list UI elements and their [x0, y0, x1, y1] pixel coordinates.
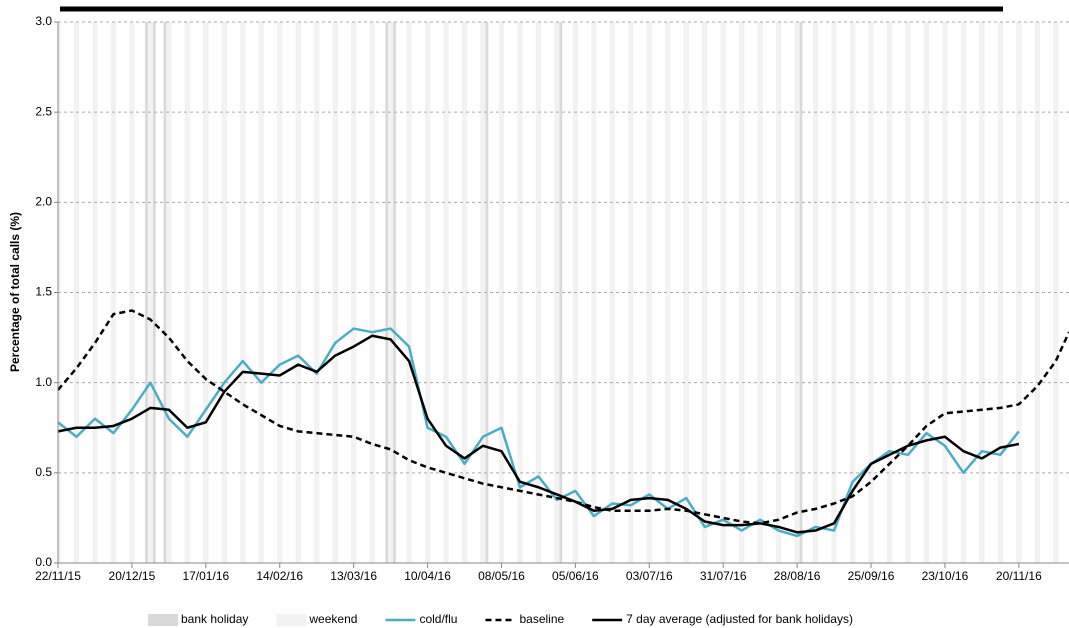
legend-label: weekend [308, 612, 357, 626]
bank-holiday-band [559, 22, 563, 563]
series-line [57, 309, 1069, 525]
grid [58, 21, 1069, 474]
weekend-band [277, 22, 280, 563]
x-tick-label: 20/11/16 [996, 569, 1042, 583]
y-tick-label: 2.5 [35, 104, 52, 118]
x-tick-label: 10/04/16 [404, 569, 451, 583]
x-tick-label: 14/02/16 [256, 569, 303, 583]
weekend-band [535, 22, 539, 563]
x-tick-label: 13/03/16 [330, 569, 377, 583]
weekend-band [332, 22, 336, 563]
weekend-band [168, 22, 172, 563]
weekend-band [593, 22, 597, 563]
y-tick-label: 0.5 [35, 465, 52, 479]
y-tick-label: 2.0 [35, 195, 52, 209]
weekend-band [979, 22, 982, 563]
weekend-band [554, 22, 557, 563]
weekend-band [205, 22, 209, 563]
legend-label: baseline [519, 612, 564, 626]
weekend-band [187, 22, 190, 563]
weekend-band [224, 22, 227, 563]
weekend-band [258, 22, 262, 563]
weekend-band [314, 22, 317, 563]
weekend-band [240, 22, 243, 563]
weekend-band [517, 22, 520, 563]
lines [57, 309, 1069, 538]
y-tick-label: 1.5 [35, 285, 52, 299]
legend-label: 7 day average (adjusted for bank holiday… [626, 612, 853, 626]
weekend-band [92, 22, 95, 563]
weekend-band [852, 22, 856, 563]
weekend-band [150, 22, 154, 563]
legend-label: bank holiday [181, 612, 248, 626]
weekend-band [942, 22, 945, 563]
legend: bank holiday weekend cold/flu baseline 7 day… [148, 612, 853, 626]
y-tick-label: 3.0 [35, 14, 52, 28]
weekend-band [464, 22, 468, 563]
y-tick-label: 1.0 [35, 375, 52, 389]
x-tick-label: 31/07/16 [700, 569, 747, 583]
bank-holiday-band [799, 22, 803, 563]
weekend-band [612, 22, 615, 563]
weekend-band [372, 22, 375, 563]
weekend-band [702, 22, 705, 563]
bank-holiday-band [163, 22, 167, 563]
legend-swatch [276, 614, 307, 626]
weekend-band [649, 22, 652, 563]
series-line [57, 327, 1020, 538]
x-tick-label: 28/08/16 [774, 569, 821, 583]
weekend-band [686, 22, 689, 563]
weekend-band [720, 22, 724, 563]
weekend-band [446, 22, 449, 563]
x-tick-label: 20/12/15 [109, 569, 156, 583]
x-tick-label: 17/01/16 [182, 569, 229, 583]
weekend-band [667, 22, 671, 563]
weekend-band [630, 22, 634, 563]
x-tick-label: 25/09/16 [848, 569, 895, 583]
weekend-band [871, 22, 874, 563]
weekend-band [923, 22, 927, 563]
x-tick-label: 08/05/16 [478, 569, 525, 583]
y-tick-label: 0.0 [35, 555, 52, 569]
x-tick-label: 22/11/15 [35, 569, 81, 583]
weekend-band [775, 22, 779, 563]
bank-holiday-band [385, 22, 388, 563]
weekend-band [834, 22, 837, 563]
weekend-band [295, 22, 299, 563]
weekend-band [757, 22, 761, 563]
weekend-band [960, 22, 964, 563]
y-axis-label: Percentage of total calls (%) [8, 212, 22, 372]
legend-label: cold/flu [419, 612, 457, 626]
weekend-band [794, 22, 798, 563]
weekend-band [926, 22, 930, 563]
bank-holiday-band [145, 22, 148, 563]
weekend-band [461, 22, 465, 563]
weekend-band [427, 22, 431, 563]
weekend-band [480, 22, 483, 563]
x-tick-label: 03/07/16 [626, 569, 673, 583]
weekend-band [1055, 22, 1059, 563]
weekend-band [390, 22, 394, 563]
axes: 0.0 0.5 1.0 1.5 2.0 2.5 3.0 22/11/15 20/12/15 17/… [35, 14, 1069, 583]
weekend-band [1016, 22, 1019, 563]
weekend-band [907, 22, 911, 563]
weekend-band [73, 22, 77, 563]
legend-swatch [148, 614, 178, 626]
weekend-band [889, 22, 893, 563]
x-tick-label: 23/10/16 [922, 569, 969, 583]
weekend-band [131, 22, 135, 563]
series-line [57, 334, 1020, 534]
weekend-band [997, 22, 1001, 563]
weekend-band [739, 22, 742, 563]
weekend-band [498, 22, 502, 563]
x-tick-label: 05/06/16 [552, 569, 599, 583]
weekend-band [409, 22, 412, 563]
